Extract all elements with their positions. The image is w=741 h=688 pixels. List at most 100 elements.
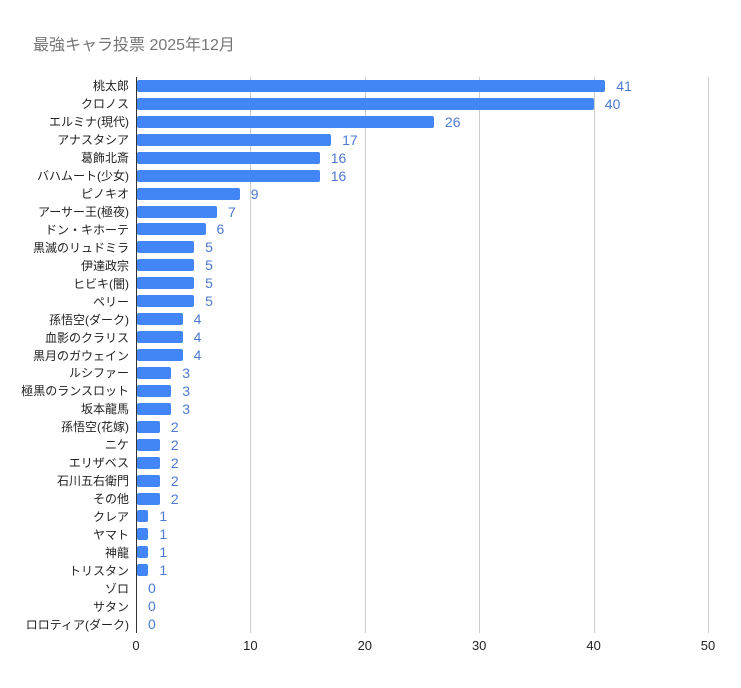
bar — [137, 420, 160, 433]
bar-value-label: 9 — [250, 185, 259, 202]
chart-title: 最強キャラ投票 2025年12月 — [33, 37, 235, 54]
bar-value-label: 7 — [227, 203, 236, 220]
bar — [137, 510, 149, 523]
bar-row: 2 — [137, 436, 708, 454]
bar — [137, 259, 195, 272]
category-label: ペリー — [92, 294, 129, 309]
bar — [137, 456, 160, 469]
category-label: その他 — [92, 492, 129, 507]
bar-value-label: 1 — [159, 526, 168, 543]
bar-value-label: 5 — [205, 293, 213, 310]
bar-value-label: 4 — [193, 347, 202, 364]
bar-row: 4 — [137, 310, 708, 328]
bar-value-label: 17 — [342, 131, 358, 148]
bar-value-label: 5 — [205, 239, 213, 256]
category-label: クレア — [92, 509, 129, 524]
category-label: ロロティア(ダーク) — [25, 617, 129, 632]
category-label: 葛飾北斎 — [80, 151, 129, 166]
bar-row: 9 — [137, 185, 708, 203]
bar — [137, 402, 172, 415]
category-label: ピノキオ — [80, 187, 129, 202]
bar-row: 1 — [137, 525, 708, 543]
bar — [137, 366, 172, 379]
bar-value-label: 2 — [170, 418, 179, 435]
bar — [137, 546, 149, 559]
bar-row: 1 — [137, 508, 708, 526]
bar-value-label: 3 — [182, 400, 191, 417]
bar-value-label: 1 — [159, 562, 168, 579]
bar-value-label: 2 — [170, 472, 179, 489]
bar-row: 0 — [137, 579, 708, 597]
bar-value-label: 40 — [604, 95, 621, 112]
bar — [137, 295, 195, 308]
plot-area: 41 40 26 17 16 16 9 7 6 5 5 5 5 4 4 4 3 3 3 2 2 2 2 2 1 1 1 1 0 0 0 — [136, 77, 709, 633]
category-label: 孫悟空(花嫁) — [61, 420, 129, 435]
bar-value-label: 0 — [148, 616, 156, 633]
bar-row: 1 — [137, 543, 708, 561]
bar-value-label: 5 — [205, 275, 213, 292]
category-label: アーサー王(極夜) — [37, 205, 129, 220]
bar-row: 17 — [137, 131, 708, 149]
category-label: サタン — [92, 599, 129, 614]
bar-row: 2 — [137, 472, 708, 490]
bar-row: 4 — [137, 346, 708, 364]
x-tick-label: 0 — [132, 638, 140, 653]
bar-value-label: 2 — [170, 436, 179, 453]
category-label: バハムート(少女) — [37, 169, 129, 184]
bar — [137, 277, 195, 290]
category-label: クロノス — [80, 97, 129, 112]
bar — [137, 205, 217, 218]
bar-row: 5 — [137, 238, 708, 256]
bar-value-label: 2 — [170, 490, 179, 507]
bar-value-label: 0 — [148, 580, 156, 597]
gridline — [250, 77, 252, 633]
bar — [137, 97, 594, 110]
x-tick-label: 40 — [586, 638, 601, 653]
bar-value-label: 6 — [216, 221, 225, 238]
bar-row: 1 — [137, 561, 708, 579]
category-label: ドン・キホーテ — [44, 222, 129, 237]
bar-row: 26 — [137, 113, 708, 131]
bar — [137, 187, 240, 200]
category-label: エリザベス — [68, 456, 129, 471]
bar-row: 0 — [137, 615, 708, 633]
bar — [137, 438, 160, 451]
x-tick-label: 50 — [700, 638, 716, 653]
bar-value-label: 2 — [170, 454, 179, 471]
bar-value-label: 26 — [444, 113, 461, 130]
bar — [137, 331, 183, 344]
bar-row: 5 — [137, 274, 708, 292]
category-label: 伊達政宗 — [80, 258, 129, 273]
category-label: 黒月のガウェイン — [32, 348, 129, 363]
bar-value-label: 4 — [193, 329, 202, 346]
y-axis-labels: 桃太郎 クロノス エルミナ(現代) アナスタシア 葛飾北斎 バハムート(少女) ピノキオ アー… — [0, 77, 136, 633]
gridline — [479, 77, 481, 633]
bar — [137, 151, 320, 164]
bar-row: 41 — [137, 77, 708, 95]
bar-row: 6 — [137, 221, 708, 239]
x-tick-label: 20 — [357, 638, 373, 653]
bar-row: 3 — [137, 400, 708, 418]
gridline — [593, 77, 595, 633]
category-label: トリスタン — [68, 563, 129, 578]
bar-row: 16 — [137, 167, 708, 185]
bar-row: 4 — [137, 328, 708, 346]
bar — [137, 169, 320, 182]
bar-row: 3 — [137, 382, 708, 400]
bar-row: 5 — [137, 292, 708, 310]
category-label: ルシファー — [68, 366, 129, 381]
bar-value-label: 3 — [182, 364, 191, 381]
category-label: 孫悟空(ダーク) — [49, 312, 129, 327]
category-label: アナスタシア — [57, 133, 129, 148]
bar-row: 7 — [137, 203, 708, 221]
bar — [137, 79, 606, 92]
bar-row: 3 — [137, 364, 708, 382]
category-label: 神龍 — [104, 545, 129, 560]
category-label: ヒビキ(闇) — [73, 276, 129, 291]
bar-row: 0 — [137, 597, 708, 615]
bar — [137, 241, 195, 254]
bar-row: 2 — [137, 418, 708, 436]
bar — [137, 133, 332, 146]
bar — [137, 384, 172, 397]
category-label: 極黒のランスロット — [21, 384, 129, 399]
